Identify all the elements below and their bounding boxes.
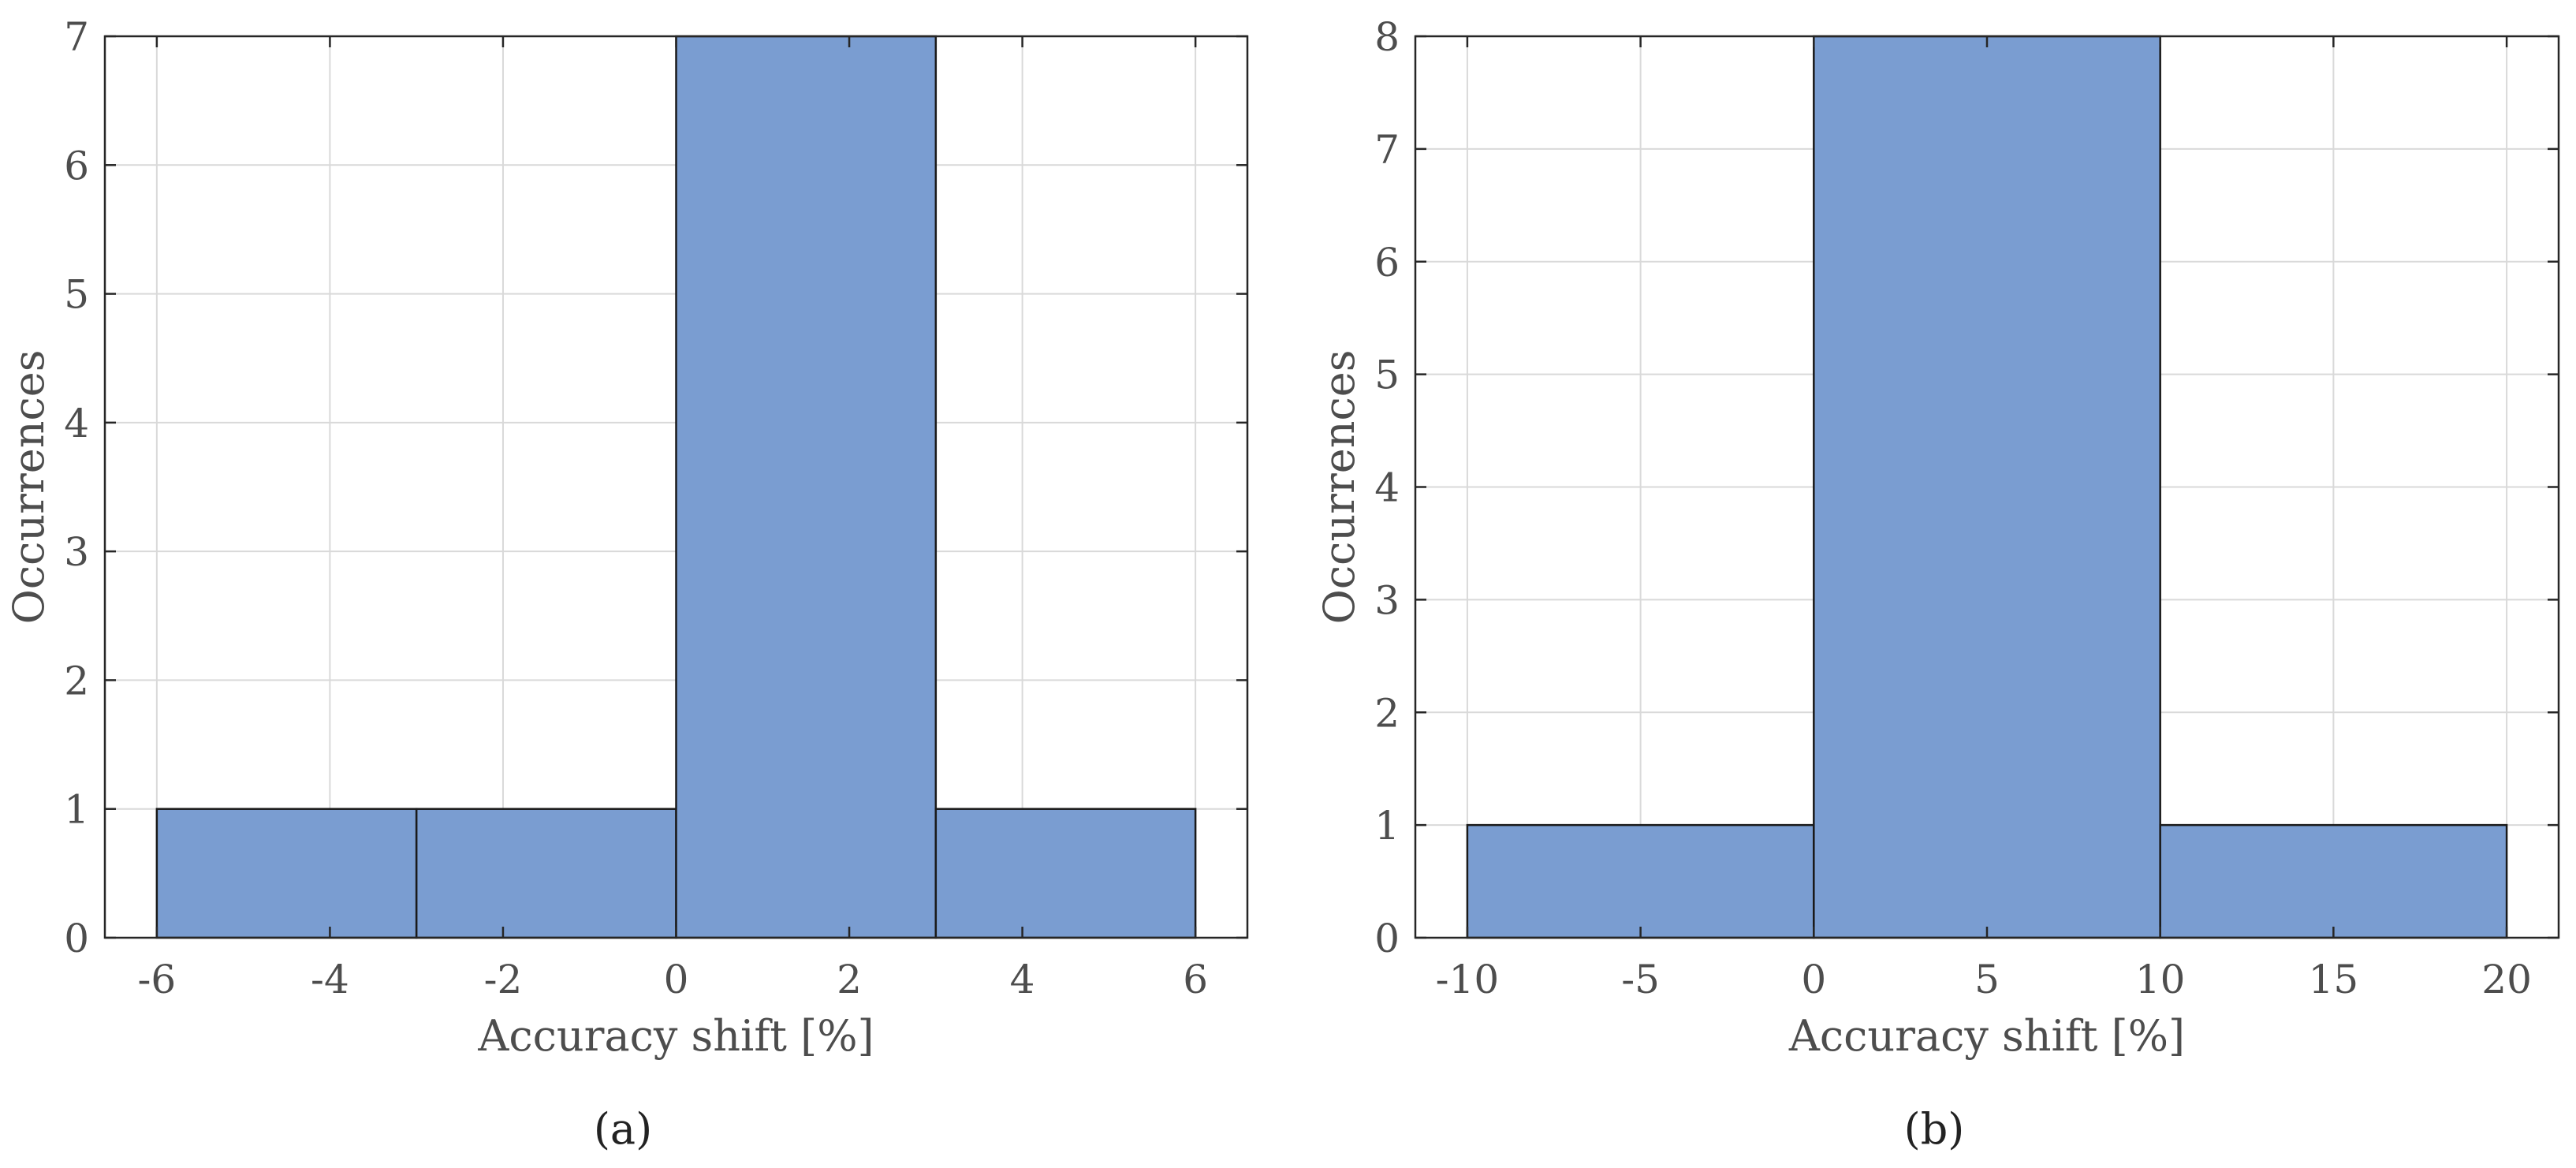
x-tick-label-5: 4: [1010, 957, 1035, 1002]
y-tick-label-0: 0: [1374, 916, 1400, 961]
y-tick-label-6: 6: [1374, 240, 1400, 285]
panel-caption: (b): [1904, 1104, 1965, 1154]
y-tick-label-2: 2: [1374, 690, 1400, 736]
x-tick-label-4: 10: [2135, 957, 2186, 1002]
y-tick-label-0: 0: [64, 916, 89, 961]
panel-caption: (a): [594, 1104, 652, 1154]
histogram-bar-2: [675, 35, 938, 939]
histogram-panel-a: -6 -4 -2 0 2 4 6 0 1 2 3 4 5 6 7 Accuracy shift [%] Occu…: [4, 14, 1249, 1154]
y-tick-label-8: 8: [1374, 14, 1400, 60]
y-tick-label-5: 5: [64, 272, 89, 318]
y-tick-label-4: 4: [64, 401, 89, 446]
x-tick-label-1: -5: [1621, 957, 1660, 1002]
y-tick-label-7: 7: [1374, 127, 1400, 173]
y-tick-label-3: 3: [64, 529, 89, 575]
histogram-panel-b: -10 -5 0 5 10 15 20 0 1 2 3 4 5 6 7 8 Accuracy shift [%]…: [1314, 14, 2560, 1154]
x-tick-label-3: 5: [1974, 957, 2000, 1002]
histogram-bar-1: [1813, 35, 2161, 939]
x-tick-label-3: 0: [664, 957, 689, 1002]
x-tick-label-6: 20: [2481, 957, 2532, 1002]
histogram-bar-3: [934, 808, 1197, 939]
histogram-bar-1: [415, 808, 677, 939]
histogram-bar-0: [1466, 823, 1815, 939]
x-tick-label-0: -10: [1436, 957, 1500, 1002]
x-tick-label-2: 0: [1801, 957, 1826, 1002]
x-tick-label-1: -4: [311, 957, 349, 1002]
y-tick-label-4: 4: [1374, 465, 1400, 511]
y-tick-label-1: 1: [64, 787, 89, 833]
x-axis-label: Accuracy shift [%]: [1788, 1011, 2185, 1061]
histogram-bar-2: [2159, 823, 2508, 939]
y-axis-label: Occurrences: [1314, 350, 1364, 625]
y-tick-label-3: 3: [1374, 577, 1400, 623]
x-tick-label-5: 15: [2309, 957, 2359, 1002]
y-axis-label: Occurrences: [4, 350, 54, 625]
x-axis-label: Accuracy shift [%]: [477, 1011, 874, 1061]
y-tick-label-7: 7: [64, 14, 89, 60]
x-tick-label-4: 2: [837, 957, 862, 1002]
histogram-bar-0: [155, 808, 418, 939]
y-tick-label-2: 2: [64, 658, 89, 703]
x-tick-label-2: -2: [484, 957, 523, 1002]
y-tick-label-1: 1: [1374, 803, 1400, 849]
x-tick-label-0: -6: [138, 957, 177, 1002]
x-tick-label-6: 6: [1183, 957, 1208, 1002]
y-tick-label-6: 6: [64, 143, 89, 188]
y-tick-label-5: 5: [1374, 353, 1400, 398]
